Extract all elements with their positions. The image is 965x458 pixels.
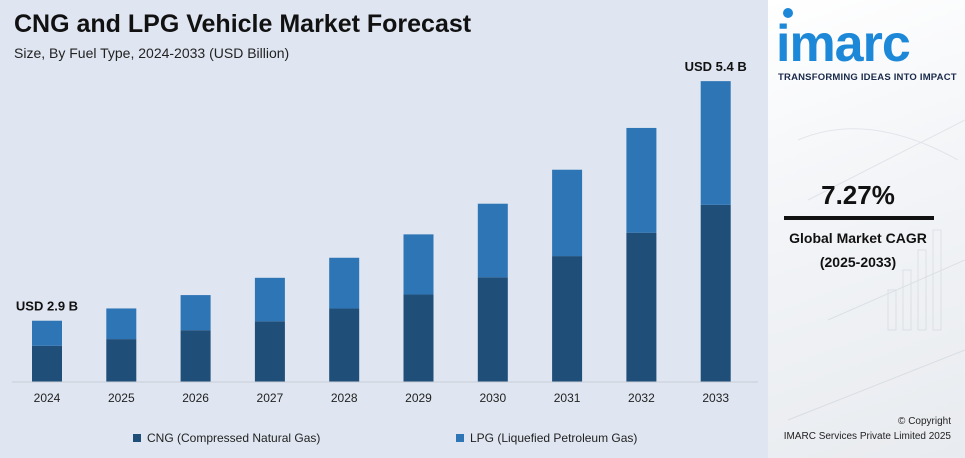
- legend-item-lpg: LPG (Liquefied Petroleum Gas): [456, 431, 637, 445]
- x-tick-label-2031: 2031: [554, 391, 581, 405]
- bar-cng-2031: [552, 256, 583, 382]
- bar-cng-2025: [106, 339, 137, 382]
- bar-lpg-2032: [626, 127, 657, 233]
- side-panel: imarc TRANSFORMING IDEAS INTO IMPACT 7.2…: [768, 0, 965, 458]
- copyright-label: © Copyright: [898, 416, 951, 427]
- bar-lpg-2024: [32, 320, 62, 346]
- bar-cng-2027: [254, 321, 285, 382]
- cagr-value: 7.27%: [821, 180, 895, 210]
- bar-cng-2030: [477, 277, 508, 382]
- x-tick-label-2026: 2026: [182, 391, 209, 405]
- x-tick-labels: 2024 2025 2026 2027 2028 2029 2030 2031 2032 2033: [34, 391, 730, 405]
- bar-cng-2026: [180, 330, 211, 382]
- bar-chart: 2024 2025 2026 2027 2028 2029 2030 2031 2032 2033…: [12, 59, 758, 405]
- x-tick-label-2027: 2027: [257, 391, 284, 405]
- bar-lpg-2031: [552, 169, 583, 257]
- bar-lpg-2029: [403, 234, 434, 295]
- annotations: USD 2.9 B USD 5.4 B: [16, 59, 747, 314]
- bar-lpg-2028: [329, 257, 360, 309]
- bar-cng-2032: [626, 232, 657, 382]
- cagr-divider: [784, 216, 934, 220]
- bar-cng-2028: [329, 308, 360, 382]
- legend-label-lpg: LPG (Liquefied Petroleum Gas): [470, 431, 638, 445]
- x-tick-label-2024: 2024: [34, 391, 61, 405]
- legend-swatch-lpg: [456, 434, 464, 442]
- legend-item-cng: CNG (Compressed Natural Gas): [133, 431, 320, 445]
- logo-dot: [783, 8, 793, 18]
- bar-cng-2024: [32, 345, 62, 382]
- bar-cng-2029: [403, 294, 434, 382]
- cagr-period: (2025-2033): [819, 254, 897, 270]
- x-tick-label-2032: 2032: [628, 391, 655, 405]
- x-tick-label-2033: 2033: [702, 391, 729, 405]
- x-tick-label-2025: 2025: [108, 391, 135, 405]
- chart-title: CNG and LPG Vehicle Market Forecast: [14, 10, 472, 38]
- bar-lpg-2033: [700, 81, 731, 205]
- x-tick-label-2030: 2030: [479, 391, 506, 405]
- legend-swatch-cng: [133, 434, 141, 442]
- cagr-label: Global Market CAGR: [789, 230, 927, 246]
- bars-group: [32, 81, 731, 382]
- data-label-2024: USD 2.9 B: [16, 299, 78, 314]
- chart-subtitle: Size, By Fuel Type, 2024-2033 (USD Billi…: [14, 45, 290, 61]
- brand-logo: imarc: [776, 15, 911, 73]
- x-tick-label-2029: 2029: [405, 391, 432, 405]
- bar-lpg-2025: [106, 308, 137, 340]
- bar-cng-2033: [700, 204, 731, 382]
- bar-lpg-2027: [254, 277, 285, 322]
- bar-lpg-2030: [477, 203, 508, 278]
- x-tick-label-2028: 2028: [331, 391, 358, 405]
- data-label-2033: USD 5.4 B: [685, 59, 747, 74]
- bar-lpg-2026: [180, 295, 211, 331]
- chart-panel: CNG and LPG Vehicle Market Forecast Size…: [12, 10, 758, 445]
- background-watermark: [787, 119, 965, 421]
- brand-tagline: TRANSFORMING IDEAS INTO IMPACT: [778, 72, 957, 83]
- legend-label-cng: CNG (Compressed Natural Gas): [147, 431, 321, 445]
- copyright-holder: IMARC Services Private Limited 2025: [783, 431, 951, 442]
